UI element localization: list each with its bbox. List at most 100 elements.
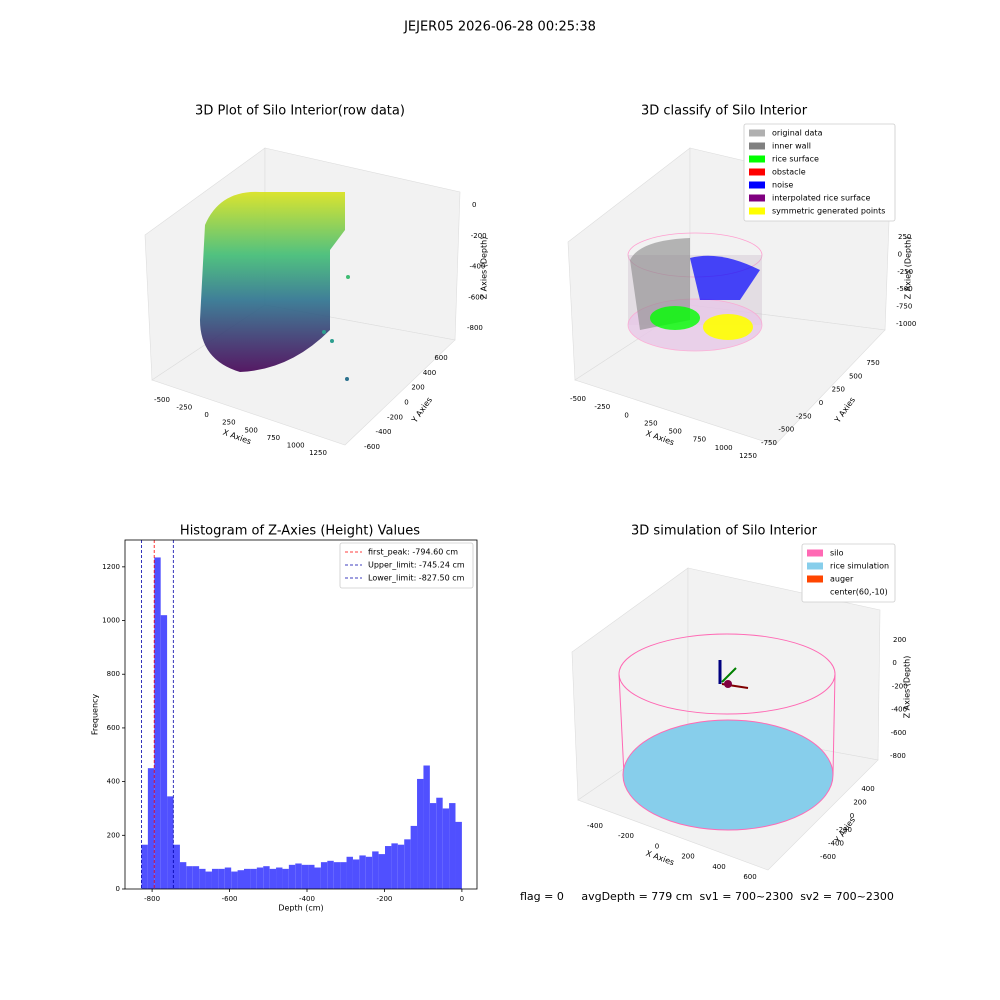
legend-box bbox=[801, 543, 896, 603]
legend-swatch bbox=[749, 168, 765, 176]
legend-label: rice surface bbox=[772, 155, 819, 164]
y-axis-label: Frequency bbox=[91, 694, 100, 736]
histogram-bar bbox=[263, 866, 270, 889]
histogram-bar bbox=[372, 851, 379, 889]
y-tick-label: 1000 bbox=[102, 617, 120, 625]
histogram-bar bbox=[436, 797, 443, 889]
y-tick-label: -200 bbox=[387, 413, 403, 421]
figure-title: JEJER05 2026-06-28 00:25:38 bbox=[403, 20, 596, 35]
legend-label: Lower_limit: -827.50 cm bbox=[368, 574, 465, 583]
legend-swatch bbox=[749, 181, 765, 189]
legend-swatch bbox=[807, 549, 823, 557]
histogram-bar bbox=[346, 856, 353, 889]
x-tick-label: -400 bbox=[587, 822, 603, 830]
histogram-bar bbox=[352, 859, 360, 889]
histogram-bar bbox=[276, 867, 283, 889]
z-tick-label: -200 bbox=[471, 232, 487, 240]
legend-label: center(60,-10) bbox=[830, 588, 888, 597]
z-label: Z Axies (Depth) bbox=[903, 656, 912, 719]
histogram-bar bbox=[147, 768, 155, 889]
x-tick-label: 1000 bbox=[715, 444, 733, 452]
y-tick-label: 1200 bbox=[102, 563, 120, 571]
y-tick-label: 200 bbox=[853, 799, 866, 807]
y-tick-label: -600 bbox=[364, 443, 380, 451]
x-tick-label: 1250 bbox=[309, 449, 327, 457]
z-tick-label: 0 bbox=[892, 659, 896, 667]
histogram-bar bbox=[218, 868, 225, 889]
x-tick-label: -600 bbox=[222, 895, 238, 903]
x-tick-label: -500 bbox=[154, 396, 170, 404]
histogram-bar bbox=[243, 868, 251, 889]
x-tick-label: 500 bbox=[244, 426, 257, 434]
histogram-bar bbox=[167, 796, 174, 889]
histogram-bar bbox=[365, 856, 373, 889]
x-tick-label: 1000 bbox=[287, 441, 305, 449]
legend-label: original data bbox=[772, 129, 823, 138]
legend-box bbox=[339, 542, 474, 589]
z-tick-label: -600 bbox=[891, 729, 907, 737]
histogram-bar bbox=[314, 867, 321, 889]
histogram-bar bbox=[320, 862, 328, 889]
silo-simulation bbox=[618, 633, 836, 831]
histogram-bar bbox=[282, 868, 289, 889]
x-tick-label: 0 bbox=[624, 411, 628, 419]
histogram-bar bbox=[359, 855, 366, 889]
histogram-bar bbox=[250, 868, 257, 889]
histogram-bar bbox=[199, 868, 206, 889]
histogram-bar bbox=[423, 765, 430, 889]
y-tick-label: 0 bbox=[850, 812, 854, 820]
x-tick-label: -250 bbox=[594, 403, 610, 411]
y-tick-label: 400 bbox=[107, 778, 120, 786]
legend-swatch bbox=[807, 588, 823, 596]
legend-swatch bbox=[749, 207, 765, 215]
legend-swatch bbox=[807, 575, 823, 583]
histogram-bar bbox=[333, 862, 341, 889]
histogram-bar bbox=[417, 778, 424, 889]
y-tick-label: -500 bbox=[778, 426, 794, 434]
x-tick-label: 250 bbox=[644, 419, 657, 427]
classified-cloud bbox=[627, 232, 763, 352]
histogram-bar bbox=[224, 867, 232, 889]
histogram-bar bbox=[301, 864, 309, 889]
y-tick-label: 800 bbox=[107, 670, 120, 678]
legend-swatch bbox=[749, 129, 765, 137]
histogram-bar bbox=[308, 864, 315, 889]
z-tick-label: -400 bbox=[470, 263, 486, 271]
x-tick-label: -250 bbox=[176, 404, 192, 412]
y-tick-label: 0 bbox=[404, 399, 408, 407]
x-tick-label: 200 bbox=[681, 853, 694, 861]
y-tick-label: 600 bbox=[107, 724, 120, 732]
y-tick-label: 500 bbox=[849, 372, 862, 380]
z-label: Z Axies (Depth) bbox=[480, 237, 489, 300]
z-tick-label: -200 bbox=[892, 682, 908, 690]
z-tick-label: -1000 bbox=[896, 320, 916, 328]
x-tick-label: -400 bbox=[299, 895, 315, 903]
histogram-bar bbox=[340, 862, 347, 889]
x-tick-label: 0 bbox=[655, 842, 659, 850]
legend-label: symmetric generated points bbox=[772, 207, 885, 216]
histogram-bar bbox=[429, 803, 437, 889]
histogram-bar bbox=[404, 839, 411, 889]
histogram-bar bbox=[269, 868, 277, 889]
footer: flag = 0 avgDepth = 779 cm sv1 = 700~230… bbox=[520, 890, 894, 903]
z-tick-label: -250 bbox=[897, 268, 913, 276]
x-tick-label: 400 bbox=[712, 863, 725, 871]
histogram-bar bbox=[378, 854, 385, 889]
y-tick-label: 200 bbox=[411, 384, 424, 392]
z-tick-label: -750 bbox=[896, 303, 912, 311]
z-tick-label: 0 bbox=[472, 201, 476, 209]
x-tick-label: -200 bbox=[377, 895, 393, 903]
histogram-bar bbox=[256, 867, 264, 889]
z-tick-label: -600 bbox=[468, 293, 484, 301]
y-tick-label: -400 bbox=[828, 839, 844, 847]
x-tick-label: 1250 bbox=[739, 452, 757, 460]
y-tick-label: 200 bbox=[107, 831, 120, 839]
x-tick-label: 0 bbox=[460, 895, 464, 903]
y-tick-label: 0 bbox=[819, 399, 823, 407]
z-tick-label: -400 bbox=[891, 706, 907, 714]
z-tick-label: -800 bbox=[890, 752, 906, 760]
x-tick-label: -800 bbox=[144, 895, 160, 903]
histogram-bar bbox=[449, 803, 456, 889]
y-tick-label: 0 bbox=[116, 885, 120, 893]
